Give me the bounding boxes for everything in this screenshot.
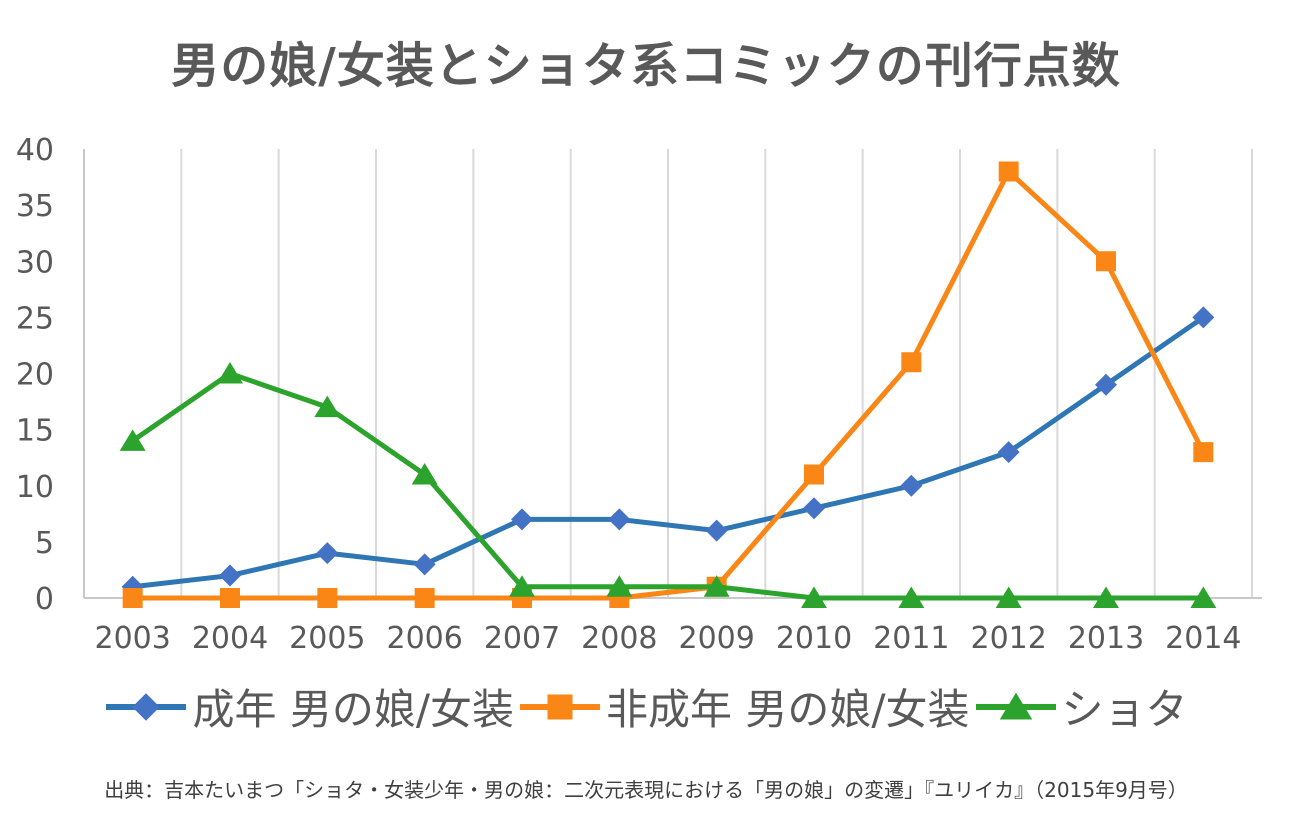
legend-square-marker-icon bbox=[519, 694, 600, 719]
series-line-1 bbox=[130, 168, 1206, 601]
y-axis-tick-label: 30 bbox=[16, 245, 54, 280]
legend-label-nonadult: 非成年 男の娘/女装 bbox=[605, 685, 970, 734]
x-axis-tick-label: 2013 bbox=[1068, 621, 1144, 656]
legend-diamond-marker-icon bbox=[106, 692, 187, 721]
data-point-marker-diamond bbox=[316, 542, 339, 565]
data-point-marker-diamond bbox=[413, 553, 436, 576]
series-line-2 bbox=[130, 371, 1206, 601]
data-point-marker-triangle bbox=[1190, 586, 1217, 608]
data-point-marker-diamond bbox=[511, 508, 533, 531]
plot-area: 0 5 10 15 20 25 30 35 40 2003 2004 2005 2006 2007 2008… bbox=[16, 133, 1262, 656]
x-axis-tick-label: 2004 bbox=[192, 621, 268, 656]
y-axis-tick-label: 15 bbox=[16, 414, 54, 449]
data-point-marker-square bbox=[804, 464, 824, 485]
data-point-marker-triangle bbox=[119, 429, 146, 451]
data-point-marker-triangle bbox=[703, 575, 730, 597]
legend-item-nonadult: 非成年 男の娘/女装 bbox=[518, 676, 970, 737]
data-point-marker-square bbox=[1096, 251, 1116, 272]
x-axis-tick-label: 2012 bbox=[970, 621, 1046, 656]
data-point-marker-square bbox=[317, 588, 338, 608]
legend-swatch-marker bbox=[547, 694, 573, 719]
x-axis-tick-label: 2006 bbox=[386, 621, 462, 656]
legend-label-shota: ショタ bbox=[1061, 685, 1188, 734]
x-axis-tick-label: 2010 bbox=[776, 621, 852, 656]
data-point-marker-square bbox=[998, 161, 1019, 182]
x-axis-tick-label: 2011 bbox=[873, 621, 949, 656]
data-point-marker-triangle bbox=[1093, 586, 1119, 608]
data-point-marker-square bbox=[1193, 442, 1214, 463]
data-point-marker-diamond bbox=[705, 519, 728, 542]
data-point-marker-diamond bbox=[1095, 373, 1117, 396]
y-axis-tick-label: 40 bbox=[16, 133, 54, 168]
legend-label-adult: 成年 男の娘/女装 bbox=[192, 685, 514, 734]
data-point-marker-triangle bbox=[411, 463, 438, 485]
data-point-marker-diamond bbox=[219, 564, 241, 587]
legend-swatch-marker bbox=[132, 692, 161, 721]
data-point-marker-diamond bbox=[997, 441, 1020, 464]
y-axis-tick-label: 10 bbox=[16, 470, 54, 505]
data-point-marker-square bbox=[901, 352, 922, 373]
x-axis-tick-label: 2003 bbox=[94, 621, 170, 656]
y-axis-tick-label: 35 bbox=[16, 189, 54, 224]
data-point-marker-diamond bbox=[608, 508, 631, 531]
x-axis-tick-label: 2014 bbox=[1165, 621, 1241, 656]
data-point-marker-triangle bbox=[995, 586, 1022, 608]
data-point-marker-triangle bbox=[606, 575, 633, 597]
legend-triangle-marker-icon bbox=[975, 692, 1056, 719]
data-point-marker-triangle bbox=[801, 586, 827, 608]
data-point-marker-diamond bbox=[1192, 306, 1215, 329]
x-axis-tick-label: 2008 bbox=[581, 621, 657, 656]
y-axis-tick-label: 0 bbox=[35, 582, 54, 617]
y-axis-tick-label: 25 bbox=[16, 301, 54, 336]
legend-swatch-marker bbox=[999, 692, 1032, 719]
data-point-marker-triangle bbox=[898, 586, 925, 608]
y-axis-tick-label: 5 bbox=[35, 526, 54, 561]
x-axis-tick-label: 2005 bbox=[289, 621, 365, 656]
x-axis-tick-label: 2009 bbox=[678, 621, 754, 656]
data-point-marker-diamond bbox=[803, 497, 825, 520]
legend: 成年 男の娘/女装 非成年 男の娘/女装 ショタ bbox=[0, 676, 1292, 737]
chart-title: 男の娘/女装とショタ系コミックの刊行点数 bbox=[171, 38, 1121, 94]
y-axis-tick-label: 20 bbox=[16, 358, 54, 393]
x-axis-tick-label: 2007 bbox=[484, 621, 560, 656]
legend-item-shota: ショタ bbox=[974, 676, 1188, 737]
source-citation: 出典：吉本たいまつ「ショタ・女装少年・男の娘：二次元表現における「男の娘」の変遷… bbox=[104, 778, 1188, 802]
data-point-marker-square bbox=[122, 588, 143, 608]
series-line-0 bbox=[130, 314, 1206, 590]
legend-item-adult: 成年 男の娘/女装 bbox=[104, 676, 514, 737]
data-point-marker-triangle bbox=[314, 395, 341, 418]
data-point-marker-diamond bbox=[900, 474, 923, 497]
data-point-marker-square bbox=[220, 588, 240, 608]
data-point-marker-triangle bbox=[217, 362, 243, 384]
data-point-marker-triangle bbox=[509, 575, 535, 597]
data-point-marker-square bbox=[414, 588, 435, 608]
